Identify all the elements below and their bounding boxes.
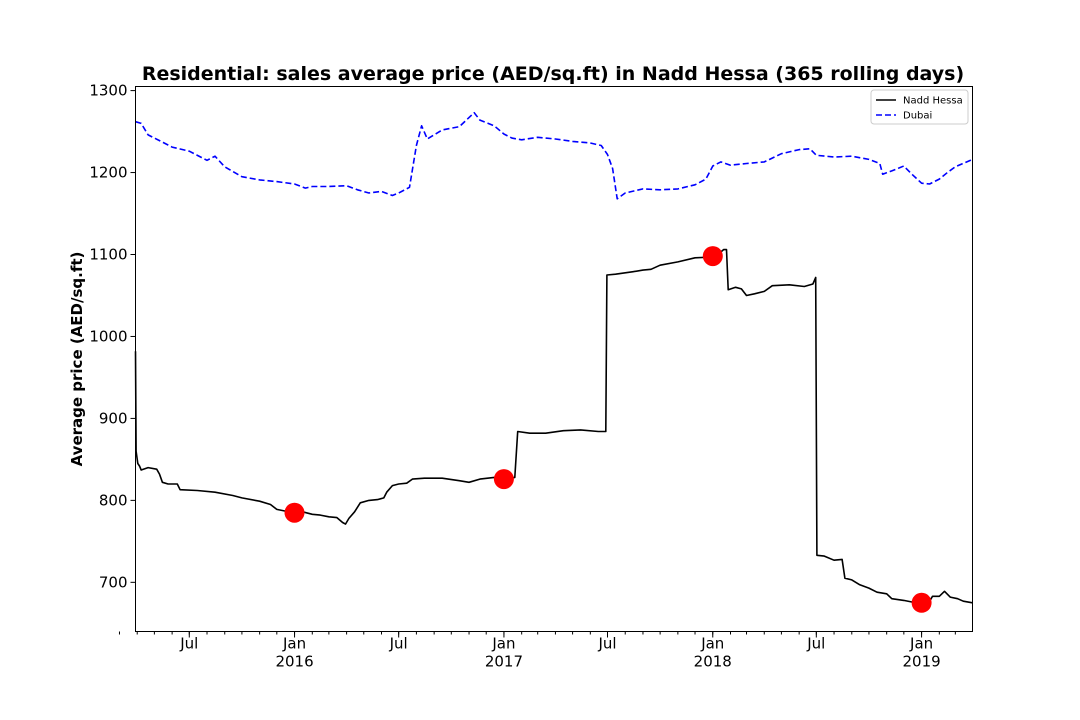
y-tick-label: 800	[99, 491, 128, 509]
highlight-marker	[284, 502, 305, 523]
series-line-dubai	[135, 111, 973, 200]
plot-frame	[135, 86, 973, 632]
x-tick-label: Jan	[491, 635, 515, 653]
x-tick-label: Jan	[282, 635, 306, 653]
x-tick-label: Jul	[597, 635, 616, 653]
series-layer	[134, 111, 973, 604]
x-tick-label: Jan	[909, 635, 933, 653]
y-tick-label: 1300	[89, 82, 127, 100]
x-tick-label: Jan	[700, 635, 724, 653]
legend-label-nadd-hessa: Nadd Hessa	[903, 96, 963, 107]
y-axis-label: Average price (AED/sq.ft)	[68, 252, 86, 467]
x-tick-label: Jul	[389, 635, 408, 653]
x-tick-year-label: 2017	[485, 653, 523, 671]
x-tick-year-label: 2018	[694, 653, 732, 671]
x-tick-label: Jul	[179, 635, 198, 653]
x-tick-year-label: 2019	[902, 653, 940, 671]
highlight-marker	[702, 246, 723, 267]
chart-title: Residential: sales average price (AED/sq…	[142, 63, 964, 85]
y-tick-label: 900	[99, 409, 128, 427]
x-tick-label: Jul	[806, 635, 825, 653]
y-tick-label: 1200	[89, 164, 127, 182]
y-tick-label: 700	[99, 573, 128, 591]
y-tick-label: 1100	[89, 246, 127, 264]
series-line-nadd-hessa	[134, 248, 973, 604]
x-tick-year-label: 2016	[275, 653, 313, 671]
highlight-marker	[911, 592, 932, 613]
legend: Nadd Hessa Dubai	[870, 89, 969, 125]
legend-label-dubai: Dubai	[903, 111, 932, 122]
y-tick-label: 1000	[89, 327, 127, 345]
highlight-marker	[493, 469, 514, 490]
marker-layer	[284, 246, 932, 613]
